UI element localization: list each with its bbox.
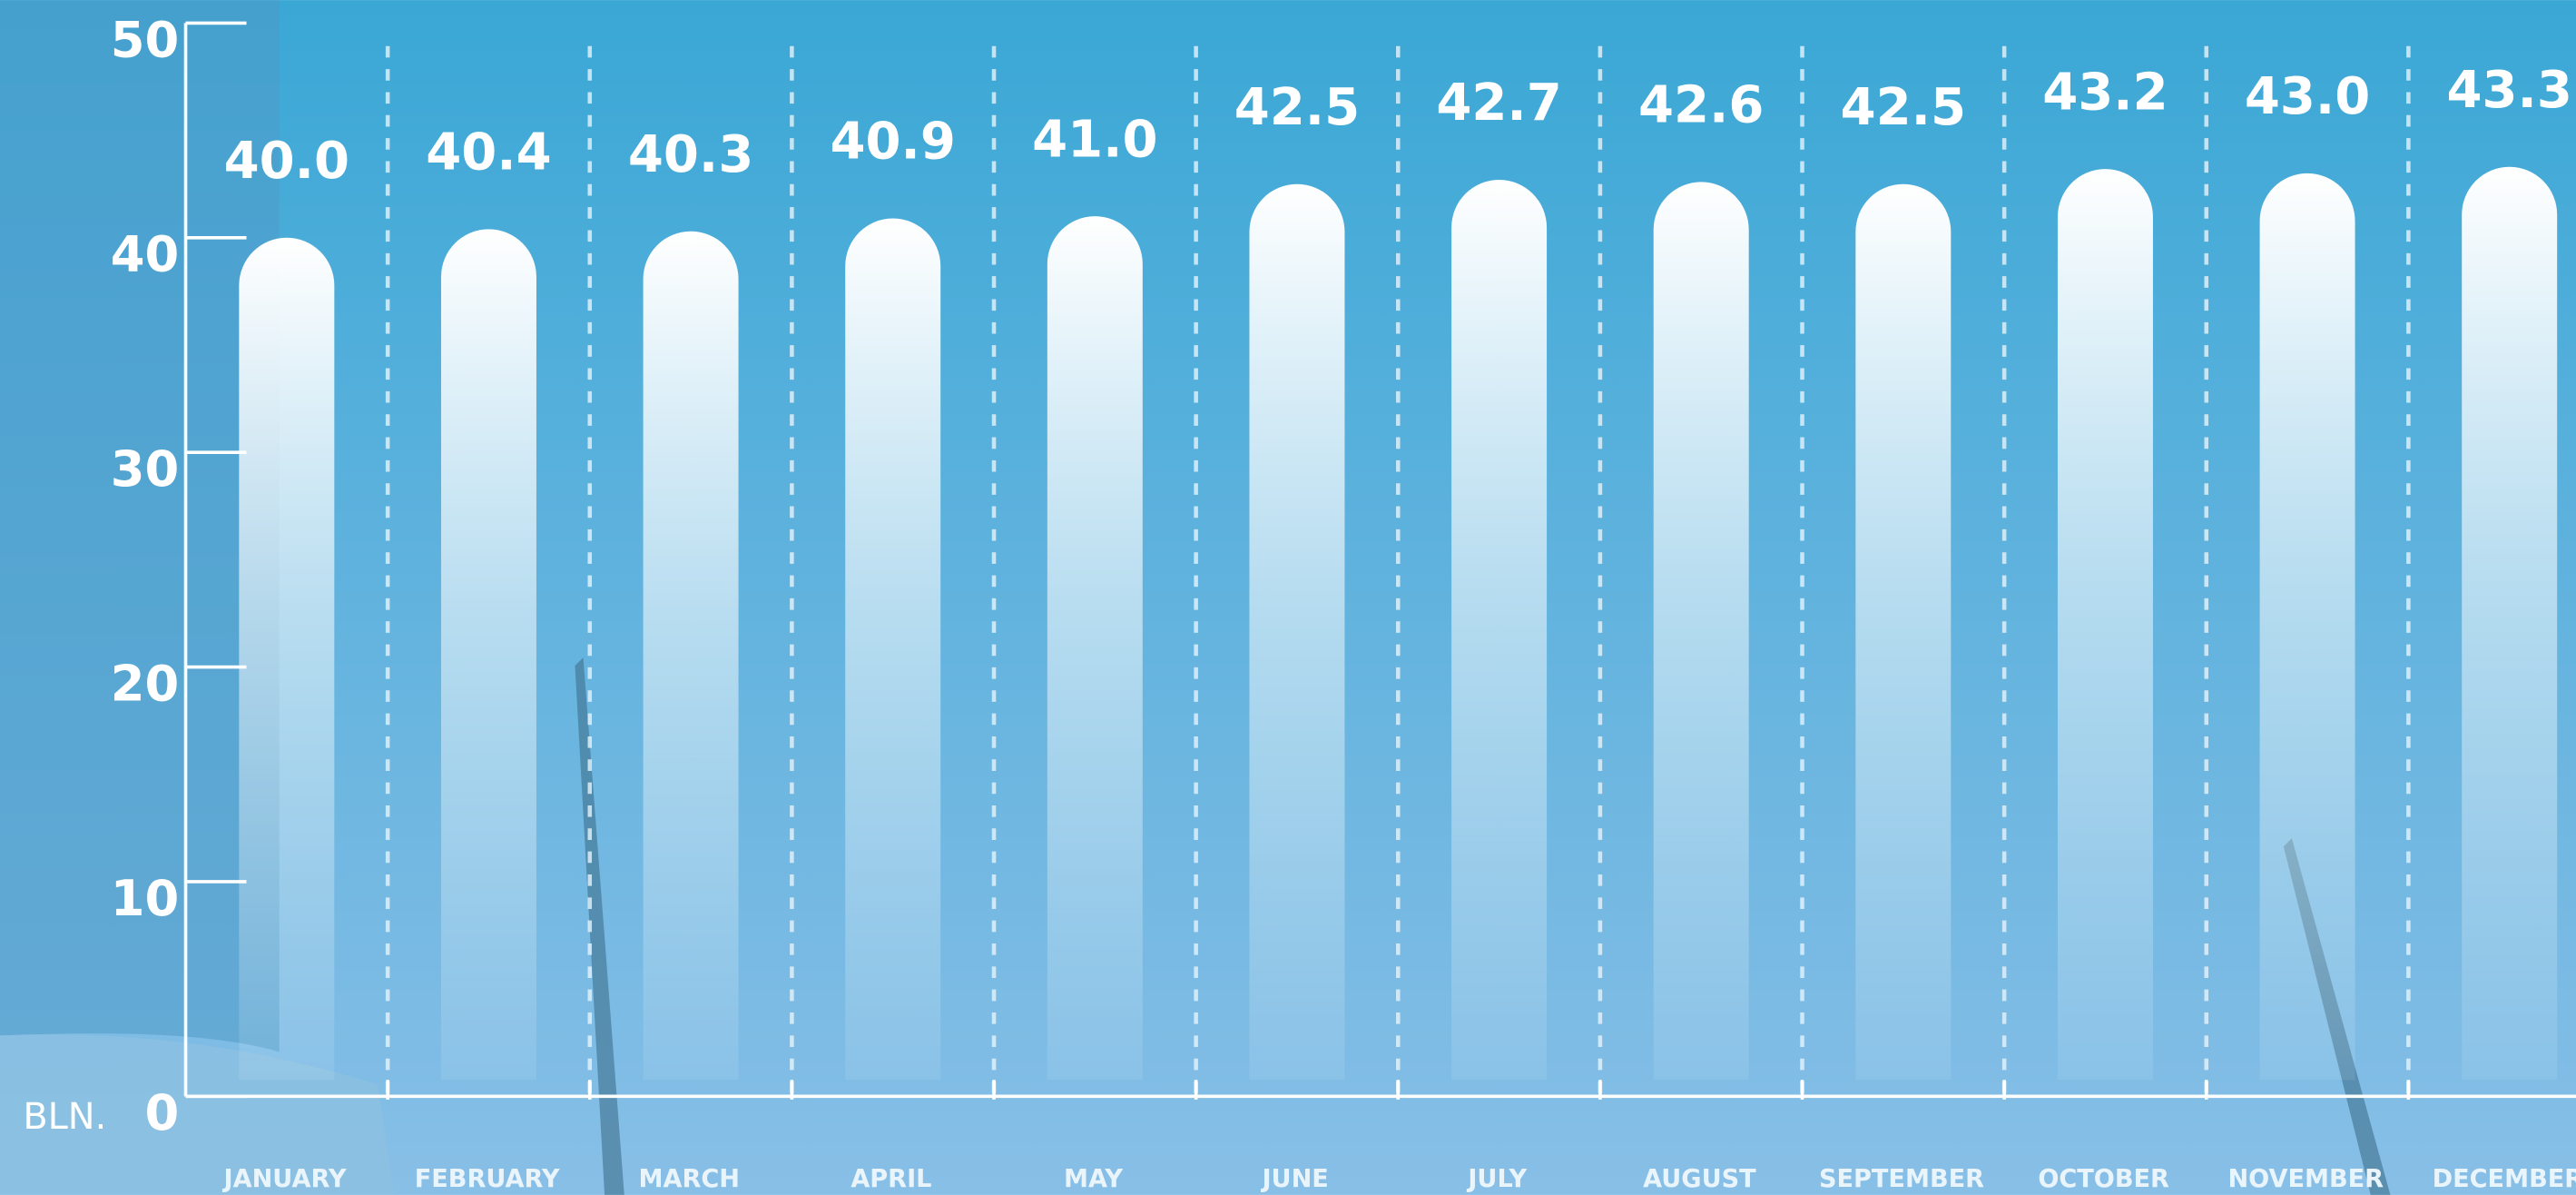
y-tick-label: 0	[145, 1084, 180, 1141]
x-tick-label: JULY	[1466, 1165, 1527, 1193]
bar	[643, 231, 739, 1081]
x-tick-label: DECEMBER	[2433, 1165, 2576, 1193]
value-label: 40.0	[224, 132, 349, 191]
bar	[845, 218, 941, 1081]
bar	[1249, 183, 1345, 1081]
bar	[1047, 216, 1143, 1081]
y-axis-label: BLN.	[23, 1096, 106, 1138]
value-label: 43.0	[2245, 67, 2370, 126]
value-label: 42.6	[1638, 76, 1764, 135]
bar	[2462, 166, 2558, 1081]
value-label: 41.0	[1032, 110, 1157, 169]
y-tick-label: 20	[111, 655, 180, 712]
x-tick-label: SEPTEMBER	[1819, 1165, 1984, 1193]
y-tick-label: 50	[111, 11, 180, 68]
building	[0, 0, 280, 1052]
y-tick-label: 10	[111, 870, 180, 927]
bar	[1855, 183, 1952, 1081]
value-label: 42.5	[1234, 78, 1360, 137]
value-label: 43.3	[2446, 61, 2571, 120]
x-tick-label: NOVEMBER	[2227, 1165, 2384, 1193]
value-label: 43.2	[2042, 63, 2168, 122]
value-label: 42.7	[1436, 74, 1561, 133]
x-tick-label: JANUARY	[222, 1165, 347, 1193]
bar	[239, 237, 335, 1081]
bar	[2259, 173, 2355, 1081]
bar	[2057, 169, 2153, 1081]
value-label: 40.3	[628, 125, 753, 184]
lamp-post	[575, 657, 624, 1195]
bar	[440, 229, 536, 1081]
y-tick-label: 40	[111, 226, 180, 283]
bar	[1451, 179, 1548, 1081]
value-label: 40.4	[426, 123, 551, 183]
x-tick-label: OCTOBER	[2038, 1165, 2169, 1193]
x-tick-label: AUGUST	[1643, 1165, 1756, 1193]
y-tick-label: 30	[111, 440, 180, 498]
x-tick-label: MAY	[1064, 1165, 1123, 1193]
x-tick-label: APRIL	[850, 1165, 931, 1193]
x-tick-label: JUNE	[1260, 1165, 1328, 1193]
x-tick-label: MARCH	[639, 1165, 740, 1193]
x-tick-label: FEBRUARY	[415, 1165, 560, 1193]
value-label: 42.5	[1841, 78, 1966, 137]
value-label: 40.9	[831, 113, 956, 172]
bar	[1653, 182, 1749, 1081]
